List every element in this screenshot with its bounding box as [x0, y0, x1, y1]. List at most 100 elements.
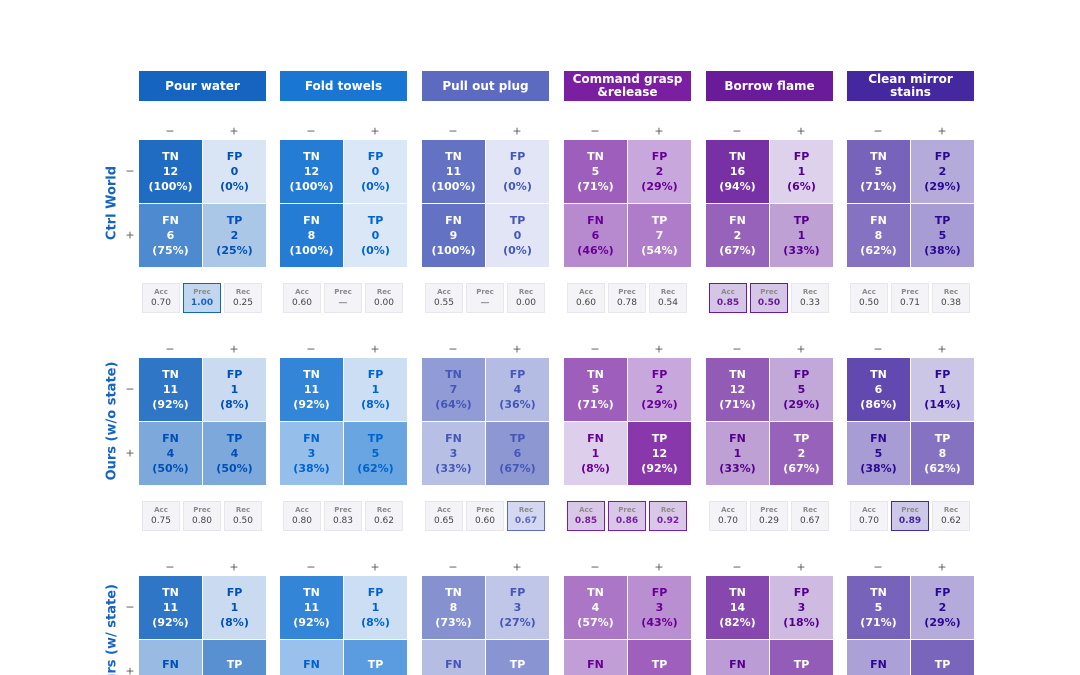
cell-count: 2	[938, 165, 947, 178]
cell-label: FN	[729, 432, 746, 445]
x-tick-minus-r2-p5: −	[732, 342, 742, 356]
metric-label: Prec	[760, 505, 778, 514]
y-tick-minus-row-3: −	[125, 600, 135, 614]
cell-percent: (92%)	[152, 616, 189, 629]
cell-label: TP	[509, 214, 526, 227]
metric-label: Rec	[802, 505, 818, 514]
cell-count: 12	[303, 165, 320, 178]
cell-label: TP	[934, 214, 951, 227]
metric-rec-r1-p4: Rec 0.54	[649, 283, 687, 313]
cell-count: 5	[591, 383, 600, 396]
metric-label: Prec	[334, 287, 352, 296]
x-tick-plus-r1-p2: +	[370, 124, 380, 138]
cell-count: 5	[938, 229, 947, 242]
cell-count: 11	[162, 383, 179, 396]
metric-value: 0.78	[616, 297, 638, 308]
cell-fn-r1-p3: FN 9 (100%)	[422, 204, 485, 267]
metric-acc-r1-p5: Acc 0.85	[709, 283, 747, 313]
cell-tn-r3-p5: TN 14 (82%)	[706, 576, 769, 639]
cell-count: 12	[651, 447, 668, 460]
cell-count: 1	[591, 447, 600, 460]
x-tick-minus-r1-p4: −	[590, 124, 600, 138]
cell-tn-r1-p2: TN 12 (100%)	[280, 140, 343, 203]
metric-value: 0.75	[150, 515, 172, 526]
cell-count: 3	[307, 447, 316, 460]
metric-acc-r1-p6: Acc 0.50	[850, 283, 888, 313]
task-header-2: Fold towels	[280, 71, 407, 101]
row-label-2: Ours (w/o state)	[104, 361, 120, 481]
metric-label: Prec	[901, 505, 919, 514]
cell-fp-r1-p1: FP 0 (0%)	[203, 140, 266, 203]
metric-label: Rec	[235, 287, 251, 296]
x-tick-minus-r2-p4: −	[590, 342, 600, 356]
metric-label: Rec	[660, 505, 676, 514]
cell-percent: (75%)	[152, 244, 189, 257]
cell-label: TN	[303, 586, 320, 599]
cell-label: FP	[226, 368, 243, 381]
cell-percent: (92%)	[641, 462, 678, 475]
metric-prec-r1-p4: Prec 0.78	[608, 283, 646, 313]
metric-acc-r1-p3: Acc 0.55	[425, 283, 463, 313]
cell-label: TP	[367, 214, 384, 227]
x-tick-minus-r1-p3: −	[448, 124, 458, 138]
metric-value: 0.85	[574, 515, 598, 526]
cell-tn-r1-p4: TN 5 (71%)	[564, 140, 627, 203]
cell-fn-r2-p1: FN 4 (50%)	[139, 422, 202, 485]
cell-label: TN	[870, 368, 887, 381]
metric-value: 0.67	[799, 515, 821, 526]
cell-count: 4	[230, 447, 239, 460]
x-tick-minus-r3-p4: −	[590, 560, 600, 574]
cell-count: 1	[875, 672, 883, 675]
cell-label: TN	[870, 586, 887, 599]
y-tick-plus-row-1: +	[125, 228, 135, 242]
cell-percent: (38%)	[860, 462, 897, 475]
x-tick-minus-r2-p3: −	[448, 342, 458, 356]
metric-rec-r1-p6: Rec 0.38	[932, 283, 970, 313]
metric-label: Prec	[334, 505, 352, 514]
cell-percent: (82%)	[719, 616, 756, 629]
cell-label: FN	[445, 214, 462, 227]
cell-label: TN	[445, 150, 462, 163]
cell-count: 11	[652, 672, 667, 675]
x-tick-minus-r2-p2: −	[306, 342, 316, 356]
cell-tn-r1-p3: TN 11 (100%)	[422, 140, 485, 203]
x-tick-plus-r1-p6: +	[937, 124, 947, 138]
cell-count: 0	[230, 165, 239, 178]
metric-prec-r2-p1: Prec 0.80	[183, 501, 221, 531]
cell-label: FP	[509, 586, 526, 599]
x-tick-plus-r2-p4: +	[654, 342, 664, 356]
cell-label: FP	[934, 586, 951, 599]
cell-count: 3	[797, 601, 806, 614]
cell-fn-r3-p1: FN3	[139, 640, 202, 675]
cell-percent: (25%)	[216, 244, 253, 257]
x-tick-minus-r1-p2: −	[306, 124, 316, 138]
cell-count: 12	[162, 165, 179, 178]
metric-label: Prec	[618, 287, 636, 296]
cell-count: 3	[798, 672, 806, 675]
cell-tn-r1-p5: TN 16 (94%)	[706, 140, 769, 203]
cell-count: 8	[874, 229, 883, 242]
cell-percent: (29%)	[641, 180, 678, 193]
task-header-4: Command grasp &release	[564, 71, 691, 101]
metric-value: —	[338, 297, 348, 308]
cell-percent: (71%)	[719, 398, 756, 411]
cell-count: 4	[166, 447, 175, 460]
cell-percent: (29%)	[783, 398, 820, 411]
cell-tp-r3-p5: TP3	[770, 640, 833, 675]
cell-fp-r1-p3: FP 0 (0%)	[486, 140, 549, 203]
x-tick-minus-r2-p6: −	[873, 342, 883, 356]
metric-value: 0.33	[799, 297, 821, 308]
cell-label: FP	[367, 150, 384, 163]
cell-fn-r1-p4: FN 6 (46%)	[564, 204, 627, 267]
cell-count: 0	[371, 165, 380, 178]
cell-tn-r1-p6: TN 5 (71%)	[847, 140, 910, 203]
metric-value: 0.85	[716, 297, 740, 308]
cell-count: 1	[371, 383, 380, 396]
metric-value: 0.80	[291, 515, 313, 526]
cell-count: 9	[449, 229, 458, 242]
cell-tn-r2-p5: TN 12 (71%)	[706, 358, 769, 421]
metric-value: 0.60	[474, 515, 496, 526]
cell-tp-r3-p2: TP7	[344, 640, 407, 675]
metric-value: 0.86	[615, 515, 639, 526]
